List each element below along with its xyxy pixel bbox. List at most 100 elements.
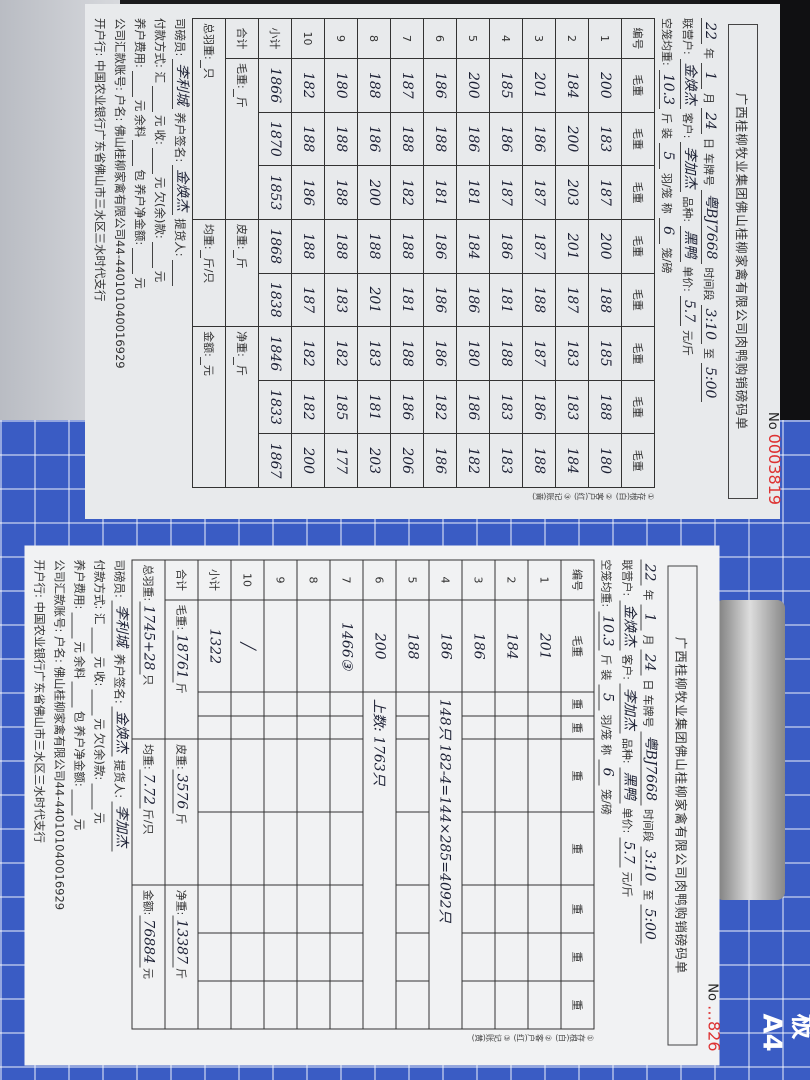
weight-cell [462, 692, 495, 716]
row-number: 4 [429, 560, 462, 600]
table-row: 2 184 [495, 560, 528, 1029]
birds-cage-label: 羽/笼 [660, 172, 673, 199]
breed-label: 品种: [620, 737, 634, 764]
table-row: 3 201 186 187 187 188 187 186 188 [522, 18, 556, 488]
period-label: 时间段 [641, 809, 655, 843]
ticket-number-value: …826 [704, 1004, 724, 1052]
weight-cell: 203 [555, 165, 589, 220]
weight-cell [495, 715, 528, 740]
weight-cell: 188 [324, 219, 358, 273]
column-header: 重 [561, 885, 594, 934]
column-header: 毛重 [621, 433, 655, 488]
blank-field [152, 86, 153, 113]
table-row: 5 188 [396, 560, 429, 1029]
weight-cell: 186 [390, 380, 424, 434]
weight-cell [264, 812, 297, 886]
cage-weigh-label: 笼/磅 [599, 789, 613, 815]
weight-cell: 186 [489, 112, 523, 166]
weigh-ticket-form: No …826 广西桂柳牧业集团佛山桂柳家禽有限公司肉鸭购销磅码单 22 年 1 月 24 日车… [24, 545, 724, 1066]
table-row: 8 [297, 560, 330, 1029]
summary-cell: 金额: 元 [192, 326, 226, 488]
owe-label: 欠(余)款: [92, 732, 107, 781]
amount-value [200, 356, 217, 365]
weight-cell [198, 933, 231, 981]
picker-label: 提货人: [112, 759, 127, 799]
weight-cell: 1870 [258, 112, 292, 166]
column-header: 重 [561, 933, 594, 981]
summary-cell: 总羽重: 只 [192, 18, 226, 220]
blank-field [71, 612, 73, 639]
row-number: 6 [363, 560, 396, 600]
breed-label: 品种: [681, 196, 694, 223]
weight-cell: 177 [324, 433, 358, 488]
weight-cell: 187 [555, 273, 589, 327]
weight-cell: 188 [588, 380, 622, 434]
form-header-line: 22 年 1 月 24 日车牌号 粤BJ7668 时间段 3:10 至 5:00 [640, 559, 662, 1052]
weight-cell: 183 [489, 380, 523, 434]
table-row: 小计 1322 [198, 560, 231, 1029]
unit-label: 斤 [174, 813, 188, 825]
blank-field [152, 241, 153, 268]
avg-value: 7.72 [139, 769, 157, 809]
yuan-label: 元 [153, 176, 167, 189]
table-row: 2 184 200 203 201 187 183 183 184 [555, 18, 589, 488]
form-title: 广西桂柳牧业集团佛山桂柳家禽有限公司肉鸭购销磅码单 [667, 565, 698, 1046]
ticket-number: No 0003819 [765, 412, 784, 505]
row-number: 8 [357, 18, 391, 59]
ticket-number-label: No [704, 983, 720, 1001]
weight-cell: 200 [291, 433, 325, 488]
weight-cell: 200 [588, 219, 622, 273]
weight-cell: 182 [291, 58, 325, 113]
weigher-label: 司磅员: [173, 18, 187, 57]
row-number: 1 [588, 18, 622, 59]
weight-cell [231, 715, 264, 740]
weight-cell: 182 [324, 326, 358, 381]
load-label: 装 [660, 127, 673, 139]
weight-cell [264, 933, 297, 981]
cage-weigh-label: 笼/磅 [660, 247, 673, 274]
table-row: 5 200 186 181 184 186 180 186 182 [456, 18, 490, 488]
column-header: 重 [561, 692, 594, 716]
amount-label: 金额: [202, 331, 215, 357]
weight-cell: 201 [528, 600, 561, 693]
partner-value: 金焕杰 [680, 58, 701, 109]
weight-cell: 188 [522, 433, 556, 488]
weight-cell: 183 [324, 273, 358, 327]
per-cage-value: 5 [659, 142, 676, 169]
per-cage-value: 5 [598, 684, 616, 711]
column-header: 重 [561, 739, 594, 813]
summary-cell: 皮重:3576斤 [165, 739, 198, 886]
tare-label: 皮重: [174, 743, 188, 770]
year-label: 年 [702, 48, 715, 59]
customer-label: 客户: [620, 654, 634, 680]
yuan-label: 元 [92, 656, 107, 669]
row-number: 8 [297, 560, 330, 600]
footer-line: 养户费用: 元余料包养户净金额: 元 [71, 560, 92, 1052]
weigh-label: 称 [599, 744, 613, 756]
weight-cell: 183 [555, 380, 589, 434]
weight-cell [528, 739, 561, 813]
weight-cell [396, 933, 429, 981]
receive-label: 收: [153, 129, 167, 145]
signature: 金焕杰 [172, 165, 193, 216]
weight-cell: 180 [456, 326, 490, 381]
weight-cell: 188 [357, 58, 391, 113]
day-label: 日 [702, 138, 715, 149]
clipboard-label: 板 A4 [756, 1013, 810, 1052]
weight-cell [396, 739, 429, 813]
weight-cell [396, 885, 429, 934]
column-header: 毛重 [621, 380, 655, 434]
unit-label: 元 [202, 364, 215, 376]
weight-cell: 200 [456, 58, 490, 113]
farmer-net-label: 养户净金额: [133, 183, 147, 246]
copy-distribution-note: ①存根(白) ②客户(红) ③记账(黄) [532, 492, 655, 501]
weight-cell [495, 885, 528, 934]
tare-value [233, 249, 250, 258]
row-number: 9 [264, 560, 297, 600]
row-number: 小计 [258, 18, 292, 59]
weight-cell: 1833 [258, 380, 292, 434]
weight-cell [231, 933, 264, 981]
weigh-ticket-form: No0003819 广西桂柳牧业集团佛山桂柳家禽有限公司肉鸭购销磅码单 22 年 1 月 2… [85, 4, 784, 519]
weight-cell: 186 [456, 112, 490, 166]
weight-cell: 186 [522, 380, 556, 434]
